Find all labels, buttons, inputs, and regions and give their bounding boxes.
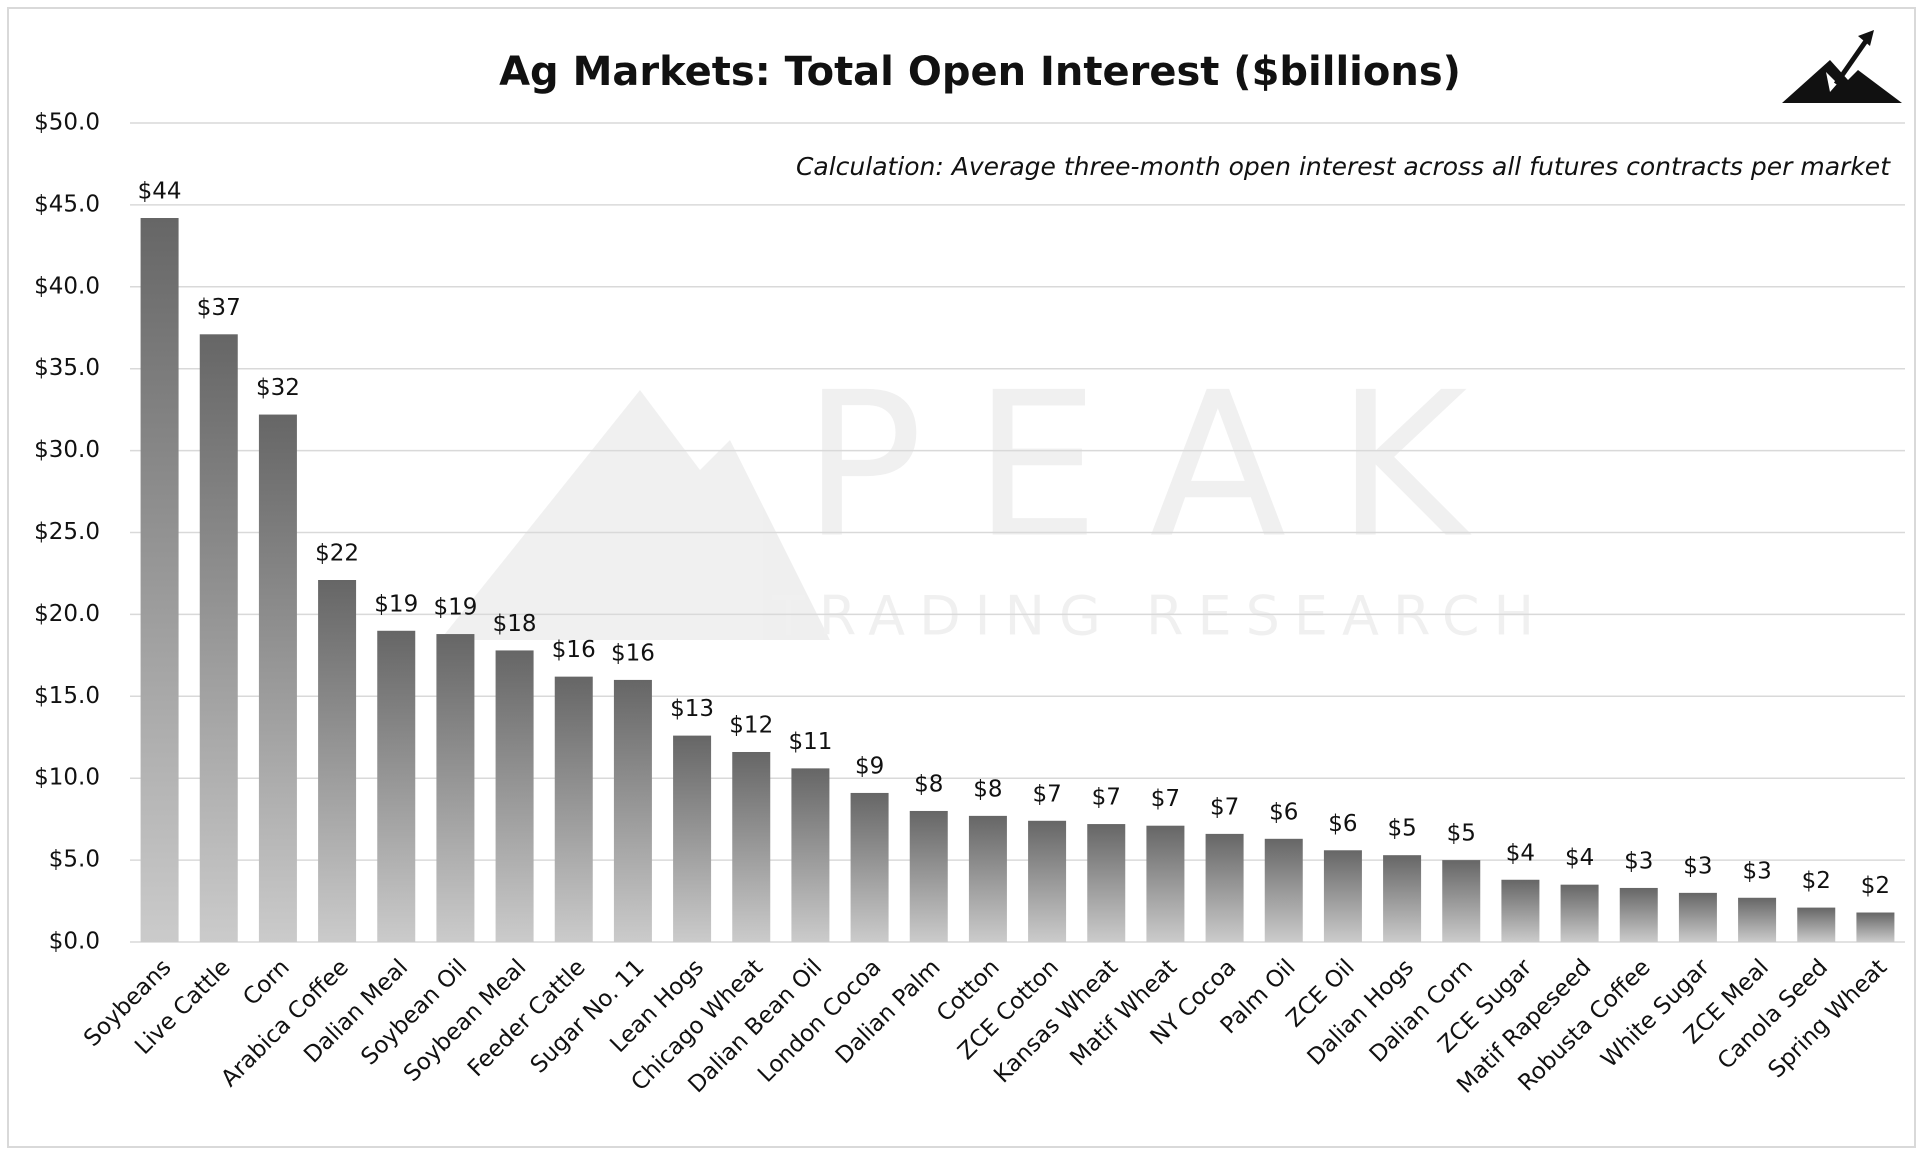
bar — [673, 735, 712, 942]
y-tick-label: $50.0 — [34, 110, 100, 136]
value-label: $2 — [1861, 873, 1890, 899]
bar — [1087, 824, 1126, 942]
bar — [140, 218, 179, 942]
value-label: $3 — [1683, 853, 1712, 879]
value-label: $8 — [914, 771, 943, 797]
watermark-title: PEAK — [803, 350, 1518, 583]
bar — [554, 676, 593, 942]
value-label: $9 — [855, 753, 884, 779]
bar — [1028, 820, 1067, 942]
bar — [1323, 850, 1362, 942]
y-tick-label: $35.0 — [34, 355, 100, 381]
bar — [199, 334, 238, 942]
bar — [850, 792, 889, 942]
value-label: $11 — [788, 729, 832, 755]
value-label: $37 — [197, 295, 241, 321]
bar — [1619, 887, 1658, 942]
value-label: $2 — [1802, 868, 1831, 894]
y-tick-label: $45.0 — [34, 191, 100, 217]
bar — [909, 810, 948, 942]
y-tick-label: $30.0 — [34, 437, 100, 463]
frame — [7, 7, 1916, 1148]
value-label: $6 — [1269, 799, 1298, 825]
bar — [791, 768, 830, 942]
bar — [1738, 897, 1777, 942]
value-label: $7 — [1210, 794, 1239, 820]
value-label: $8 — [973, 776, 1002, 802]
bar — [1560, 884, 1599, 942]
value-label: $5 — [1447, 821, 1476, 847]
bar — [1501, 879, 1540, 942]
bar — [495, 650, 534, 942]
bar — [613, 679, 652, 942]
value-label: $16 — [552, 637, 596, 663]
value-label: $13 — [670, 696, 714, 722]
value-label: $3 — [1742, 858, 1771, 884]
bar — [968, 815, 1007, 942]
chart-title: Ag Markets: Total Open Interest ($billio… — [499, 49, 1461, 95]
value-label: $22 — [315, 541, 359, 567]
value-label: $4 — [1506, 840, 1535, 866]
value-label: $6 — [1328, 811, 1357, 837]
y-tick-label: $10.0 — [34, 765, 100, 791]
bar — [377, 630, 416, 942]
bar — [436, 634, 475, 942]
value-label: $44 — [138, 179, 182, 205]
bar — [732, 751, 771, 942]
bar — [1146, 825, 1185, 942]
value-label: $16 — [611, 640, 655, 666]
watermark: PEAK TRADING RESEARCH — [440, 350, 1548, 648]
value-label: $3 — [1624, 848, 1653, 874]
value-label: $7 — [1032, 781, 1061, 807]
bar — [1856, 912, 1895, 942]
y-tick-label: $5.0 — [49, 847, 100, 873]
y-tick-label: $0.0 — [49, 929, 100, 955]
bar — [318, 580, 357, 942]
bar — [1205, 833, 1244, 942]
bar — [1678, 892, 1717, 942]
bar — [1442, 860, 1481, 942]
value-label: $19 — [433, 595, 477, 621]
y-tick-label: $15.0 — [34, 683, 100, 709]
chart-subtitle: Calculation: Average three-month open in… — [796, 152, 1891, 181]
value-label: $7 — [1092, 785, 1121, 811]
bar — [1383, 855, 1422, 942]
value-label: $7 — [1151, 786, 1180, 812]
y-tick-label: $40.0 — [34, 273, 100, 299]
value-label: $18 — [493, 611, 537, 637]
value-label: $12 — [729, 712, 773, 738]
watermark-subtitle: TRADING RESEARCH — [771, 585, 1548, 648]
value-label: $19 — [374, 591, 418, 617]
logo — [1782, 30, 1902, 103]
bar — [1264, 838, 1303, 942]
y-tick-label: $20.0 — [34, 601, 100, 627]
value-label: $5 — [1387, 816, 1416, 842]
bar — [1797, 907, 1836, 942]
bar — [258, 414, 297, 943]
value-label: $4 — [1565, 845, 1594, 871]
value-label: $32 — [256, 375, 300, 401]
y-tick-label: $25.0 — [34, 519, 100, 545]
